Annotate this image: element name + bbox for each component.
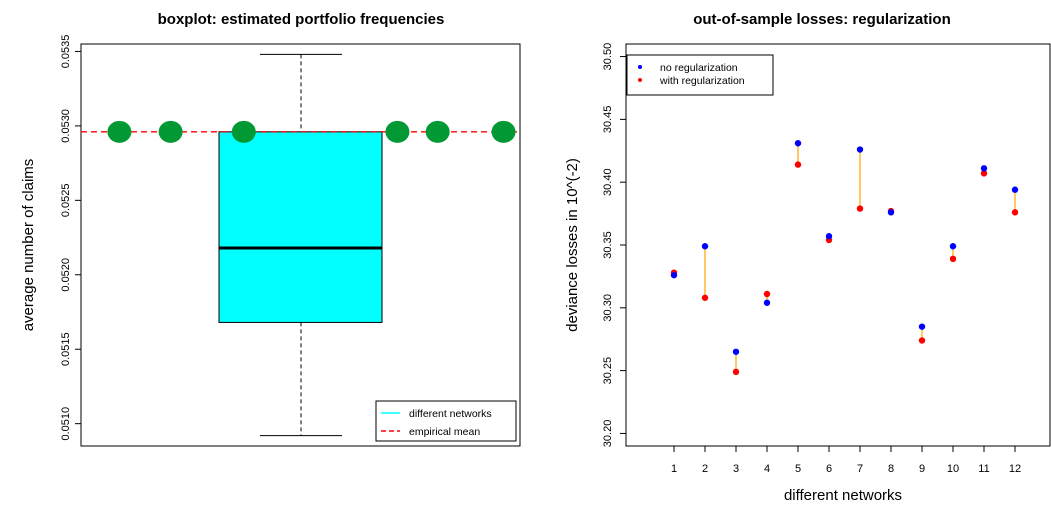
legend-swatch-with-regularization (638, 78, 642, 82)
y-tick-label: 30.30 (602, 294, 614, 322)
marker (231, 120, 256, 143)
point-no-regularization (825, 233, 833, 240)
x-tick-label: 2 (702, 463, 708, 475)
legend-box (626, 54, 774, 96)
y-tick-label: 0.0520 (60, 258, 72, 292)
x-tick-label: 8 (888, 463, 894, 475)
legend: no regularization with regularization (626, 54, 774, 96)
marker (491, 120, 516, 143)
point-no-regularization (856, 146, 864, 153)
point-with-regularization (732, 368, 740, 376)
point-no-regularization (918, 323, 926, 330)
point-with-regularization (949, 255, 957, 263)
scatter-panel: out-of-sample losses: regularization dev… (564, 11, 1051, 504)
y-tick-label: 30.20 (602, 420, 614, 448)
y-tick-label: 0.0535 (60, 35, 72, 69)
point-with-regularization (794, 161, 802, 168)
x-tick-label: 6 (826, 463, 832, 475)
point-no-regularization (732, 348, 740, 355)
y-axis: 0.0510 0.0515 0.0520 0.0525 0.0530 0.0535 (60, 35, 81, 441)
x-tick-label: 11 (978, 463, 989, 475)
point-with-regularization (763, 290, 771, 298)
legend-label: no regularization (660, 62, 738, 74)
point-with-regularization (856, 205, 864, 212)
point-with-regularization (701, 294, 709, 301)
y-tick-label: 30.50 (602, 43, 614, 71)
legend-box (375, 400, 517, 442)
point-no-regularization (794, 140, 802, 147)
legend-label: different networks (409, 408, 492, 420)
x-tick-label: 3 (733, 463, 739, 475)
legend-swatch-no-regularization (638, 65, 642, 69)
marker-group (107, 120, 516, 143)
boxplot-panel: boxplot: estimated portfolio frequencies… (20, 11, 521, 447)
x-tick-label: 10 (947, 463, 959, 475)
point-no-regularization (949, 243, 957, 250)
marker (385, 120, 410, 143)
point-no-regularization (980, 165, 988, 172)
y-tick-label: 0.0515 (60, 332, 72, 366)
plot-area (625, 43, 1051, 447)
plot-area (80, 43, 521, 447)
point-no-regularization (701, 243, 709, 250)
boxplot (81, 53, 520, 437)
x-tick-label: 7 (857, 463, 863, 475)
y-axis-label: average number of claims (20, 159, 37, 332)
point-no-regularization (670, 271, 678, 279)
x-tick-label: 1 (671, 463, 677, 475)
chart-title: out-of-sample losses: regularization (693, 11, 951, 28)
point-no-regularization (887, 209, 895, 216)
point-with-regularization (980, 170, 988, 177)
marker (107, 120, 132, 143)
legend: different networks empirical mean (375, 400, 517, 442)
legend-label: with regularization (659, 75, 745, 87)
point-with-regularization (918, 337, 926, 344)
y-tick-label: 30.40 (602, 168, 614, 196)
y-tick-label: 0.0525 (60, 184, 72, 218)
data-points (670, 140, 1019, 376)
point-no-regularization (763, 299, 771, 306)
y-axis-label: deviance losses in 10^(-2) (564, 158, 581, 332)
marker (158, 120, 183, 143)
y-tick-label: 30.45 (602, 106, 614, 134)
x-tick-label: 12 (1009, 463, 1021, 475)
x-tick-label: 5 (795, 463, 801, 475)
y-tick-label: 30.35 (602, 231, 614, 259)
y-tick-label: 0.0530 (60, 109, 72, 143)
chart-title: boxplot: estimated portfolio frequencies (158, 11, 445, 28)
y-tick-label: 0.0510 (60, 407, 72, 441)
point-no-regularization (1011, 186, 1019, 193)
box (218, 131, 383, 323)
y-tick-label: 30.25 (602, 357, 614, 385)
point-with-regularization (1011, 209, 1019, 216)
marker (425, 120, 450, 143)
x-axis-label: different networks (784, 487, 902, 504)
x-tick-label: 4 (764, 463, 770, 475)
legend-label: empirical mean (409, 426, 480, 438)
x-tick-label: 9 (919, 463, 925, 475)
